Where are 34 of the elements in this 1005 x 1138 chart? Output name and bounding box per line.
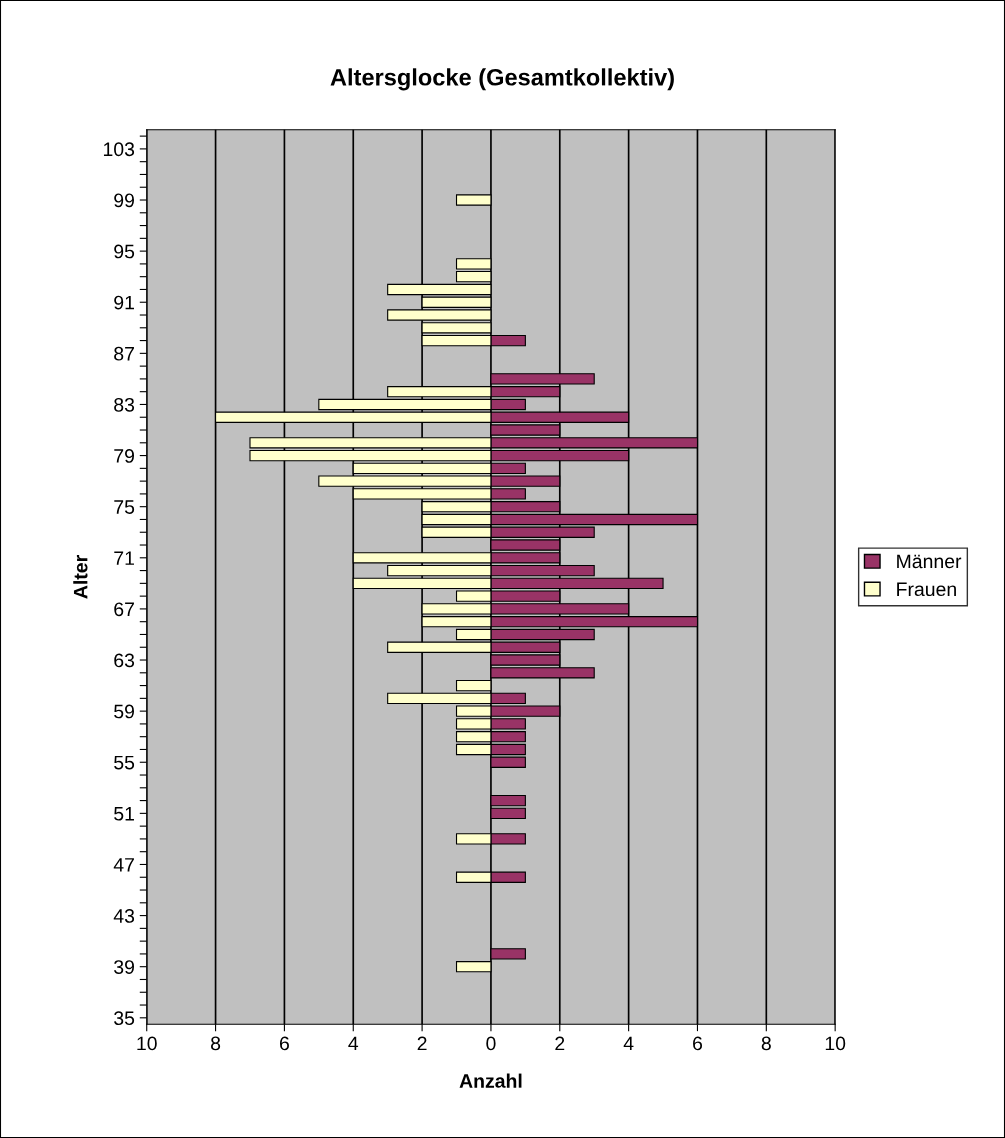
y-tick-label: 75 <box>114 500 135 514</box>
x-tick-label: 8 <box>761 1036 771 1051</box>
x-tick-label: 2 <box>417 1036 427 1051</box>
y-tick-label: 103 <box>103 142 135 157</box>
y-axis-title: Alter <box>73 555 88 599</box>
y-tick-label: 51 <box>114 807 134 821</box>
chart-title: Altersglocke (Gesamtkollektiv) <box>330 68 674 91</box>
x-tick-label: 4 <box>348 1036 359 1051</box>
legend-label: Frauen <box>897 582 956 597</box>
y-tick-label: 79 <box>114 449 135 463</box>
x-tick-label: 8 <box>211 1036 221 1051</box>
y-tick-label: 39 <box>114 960 135 974</box>
y-tick-label: 71 <box>114 551 134 565</box>
y-tick-label: 35 <box>114 1011 135 1026</box>
y-tick-label: 67 <box>114 602 134 617</box>
y-tick-label: 59 <box>114 704 135 719</box>
y-tick-label: 55 <box>114 755 135 770</box>
y-tick-label: 83 <box>114 397 135 412</box>
x-tick-label: 6 <box>693 1036 703 1051</box>
y-tick-label: 47 <box>113 858 134 872</box>
x-tick-label: 2 <box>555 1036 565 1051</box>
x-tick-label: 0 <box>486 1036 496 1051</box>
x-tick-label: 6 <box>280 1036 289 1051</box>
y-tick-label: 95 <box>114 244 135 259</box>
y-tick-label: 91 <box>114 295 134 310</box>
y-tick-label: 99 <box>114 193 135 208</box>
x-tick-label: 10 <box>825 1036 846 1051</box>
legend-label: Männer <box>897 554 962 569</box>
y-tick-label: 43 <box>113 909 135 923</box>
x-axis-title: Anzahl <box>459 1073 522 1088</box>
x-tick-label: 10 <box>137 1036 157 1051</box>
x-tick-label: 4 <box>623 1036 634 1051</box>
y-tick-label: 87 <box>114 346 134 361</box>
y-tick-label: 63 <box>114 653 135 668</box>
